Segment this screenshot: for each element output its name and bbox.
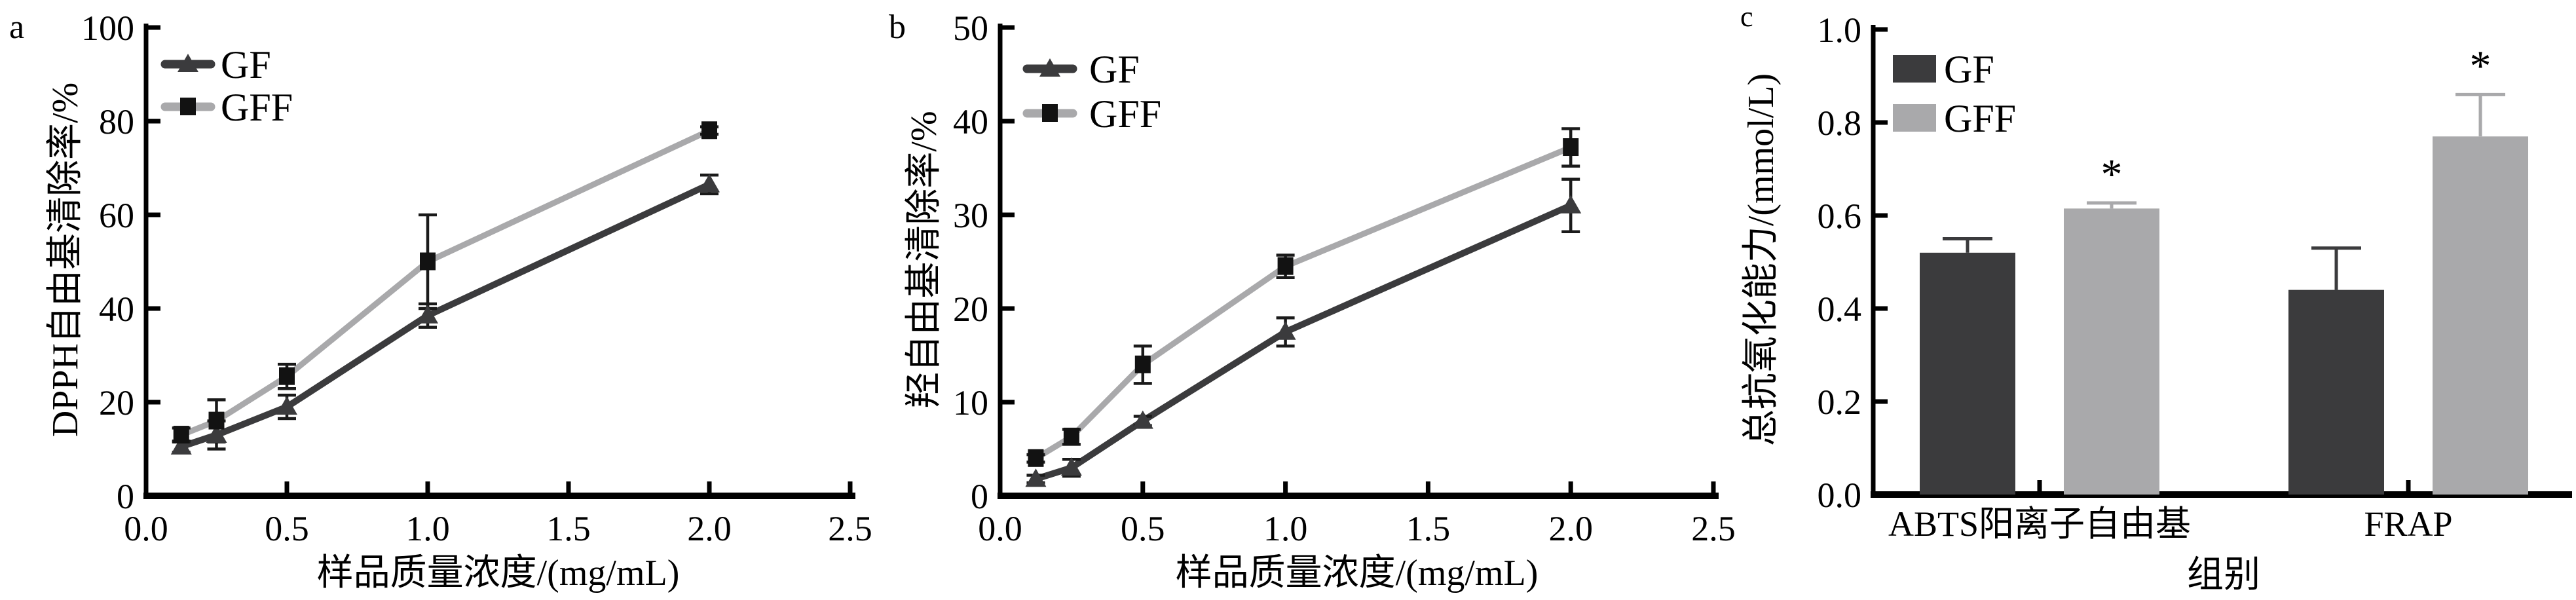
legend-label-GF: GF (1089, 48, 1140, 91)
legend-swatch-GFF (1893, 104, 1936, 132)
y-tick-label: 20 (953, 290, 988, 329)
x-tick-label: 1.0 (405, 509, 450, 548)
point-GF-triangle-marker (699, 174, 720, 193)
panel-letter: b (889, 9, 906, 46)
x-axis-title: 样品质量浓度/(mg/mL) (317, 553, 680, 593)
series-line-GF (1032, 202, 1575, 483)
point-GFF-square-marker (1134, 355, 1151, 373)
point-GF-triangle-marker (170, 436, 192, 455)
point-GF-triangle-marker (206, 424, 227, 443)
panel-b-chart: b 0 10 20 30 40 50 羟自由基清除率/% 0.0 0.5 1.0 1.5 2.0 2.5 样… (889, 9, 1736, 593)
x-tick-label: 0.0 (978, 509, 1022, 548)
bar-GF (1920, 252, 2015, 495)
significance-asterisk: * (2470, 42, 2492, 90)
point-GFF-square-marker (1277, 257, 1294, 275)
y-tick-label: 0.6 (1818, 197, 1862, 236)
point-GFF-square-marker (208, 411, 225, 430)
point-GF-triangle-marker (1060, 457, 1082, 476)
y-tick-label: 20 (99, 383, 134, 422)
legend-GF-triangle-marker (1039, 58, 1060, 77)
point-GF-triangle-marker (1025, 468, 1047, 487)
x-tick-label: 2.5 (1691, 509, 1736, 548)
panel-c: c 0.0 0.2 0.4 0.6 0.8 1.0 总抗氧化能力/(mmol/L) ABTS阳离… (1739, 0, 2576, 600)
panel-a: a 0 20 40 60 80 100 DPPH自由基清除率/% 0.0 0.5 1.0 1.5 2.0… (0, 0, 881, 600)
y-tick-label: 40 (953, 102, 988, 141)
x-tick-label: 1.5 (546, 509, 591, 548)
legend-GFF-square-marker (1042, 104, 1058, 122)
series-line-GFF (178, 127, 713, 438)
y-axis-title: 总抗氧化能力/(mmol/L) (1741, 73, 1782, 446)
y-tick-label: 0.2 (1818, 383, 1862, 422)
point-GFF-square-marker (173, 426, 189, 444)
bar-GF (2288, 290, 2384, 495)
legend-label-GFF: GFF (1944, 97, 2016, 140)
panel-c-chart: c 0.0 0.2 0.4 0.6 0.8 1.0 总抗氧化能力/(mmol/L) ABTS阳离… (1740, 1, 2572, 595)
series-line-GFF (1032, 144, 1574, 462)
y-axis-title: DPPH自由基清除率/% (45, 83, 86, 437)
legend-swatch-GF (1893, 55, 1936, 83)
point-GFF-square-marker (701, 121, 717, 140)
point-GF-triangle-marker (1132, 410, 1153, 429)
y-tick-label: 0 (117, 477, 134, 516)
category-label: ABTS阳离子自由基 (1888, 504, 2191, 544)
x-tick-label: 2.0 (687, 509, 732, 548)
point-GFF-square-marker (420, 252, 436, 271)
point-GFF-square-marker (1563, 138, 1579, 157)
y-tick-label: 0.4 (1818, 290, 1862, 329)
panel-letter: a (9, 9, 24, 46)
legend-label-GF: GF (221, 43, 271, 86)
point-GFF-square-marker (1063, 427, 1079, 445)
y-tick-label: 40 (99, 290, 134, 329)
x-tick-label: 0.0 (124, 509, 168, 548)
y-tick-label: 30 (953, 196, 988, 235)
y-tick-label: 50 (953, 9, 988, 48)
x-tick-label: 0.5 (265, 509, 309, 548)
point-GF-triangle-marker (417, 305, 438, 324)
panel-b: b 0 10 20 30 40 50 羟自由基清除率/% 0.0 0.5 1.0 1.5 2.0 2.5 样… (881, 0, 1739, 600)
legend-label-GFF: GFF (1089, 92, 1161, 136)
point-GF-triangle-marker (276, 396, 297, 415)
y-tick-label: 0.8 (1818, 103, 1862, 143)
y-axis-title: 羟自由基清除率/% (904, 111, 944, 408)
y-tick-label: 0.0 (1818, 476, 1862, 515)
point-GFF-square-marker (279, 367, 295, 385)
legend-GFF-square-marker (180, 98, 196, 115)
y-tick-label: 0 (971, 477, 988, 516)
y-tick-label: 80 (99, 102, 134, 141)
legend-GF-triangle-marker (177, 54, 198, 72)
legend-label-GFF: GFF (221, 86, 293, 129)
point-GFF-square-marker (1028, 449, 1044, 467)
bar-GFF (2433, 136, 2528, 495)
x-tick-label: 2.5 (828, 509, 872, 548)
bar-GFF (2064, 208, 2159, 495)
x-tick-label: 0.5 (1121, 509, 1165, 548)
y-tick-label: 100 (81, 9, 134, 48)
legend-label-GF: GF (1944, 48, 1994, 91)
y-tick-label: 1.0 (1818, 10, 1862, 50)
y-tick-label: 60 (99, 196, 134, 235)
point-GF-triangle-marker (1560, 195, 1582, 214)
point-GF-triangle-marker (1275, 321, 1296, 340)
x-axis-title: 组别 (2187, 555, 2260, 595)
x-axis-title: 样品质量浓度/(mg/mL) (1176, 553, 1539, 593)
x-tick-label: 1.5 (1406, 509, 1451, 548)
panel-letter: c (1740, 1, 1753, 33)
x-tick-label: 1.0 (1263, 509, 1308, 548)
x-tick-label: 2.0 (1548, 509, 1593, 548)
panel-a-chart: a 0 20 40 60 80 100 DPPH自由基清除率/% 0.0 0.5 1.0 1.5 2.0… (9, 9, 872, 593)
series-line-GF (177, 181, 713, 450)
significance-asterisk: * (2101, 151, 2123, 198)
category-label: FRAP (2364, 504, 2452, 544)
y-tick-label: 10 (953, 383, 988, 422)
